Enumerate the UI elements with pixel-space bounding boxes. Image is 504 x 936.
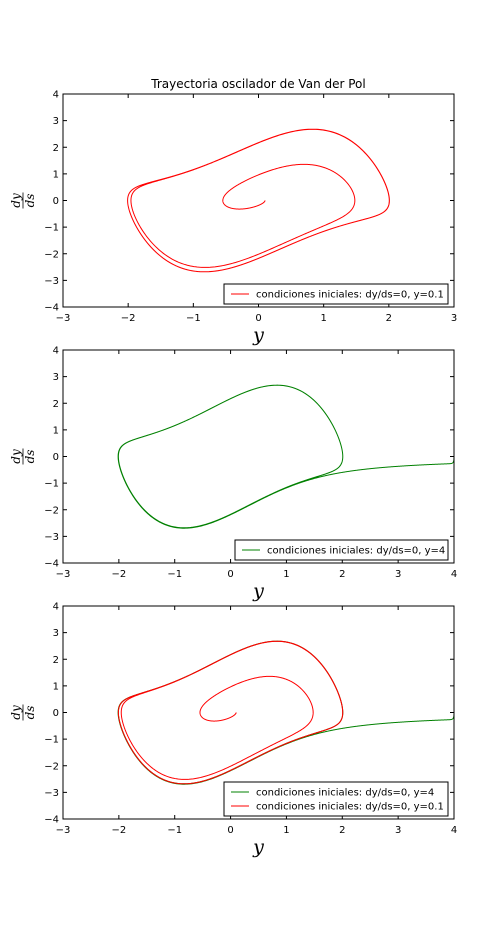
y-tick-label: 1 (53, 169, 59, 180)
y-axis-label: dy ds (9, 192, 37, 209)
y-tick-label: 0 (53, 452, 59, 463)
x-tick-label: 3 (395, 569, 401, 580)
y-tick-label: −4 (44, 559, 59, 570)
x-tick-label: −1 (186, 313, 201, 324)
x-axis-label: y (252, 836, 264, 858)
legend: condiciones iniciales: dy/ds=0, y=0.1 (223, 283, 449, 305)
legend-box (223, 283, 449, 305)
x-tick-label: 2 (386, 313, 392, 324)
y-tick-label: −1 (44, 223, 59, 234)
x-tick-label: 4 (451, 569, 457, 580)
y-tick-label: −1 (44, 479, 59, 490)
y-tick-label: 3 (53, 628, 59, 639)
x-tick-label: −3 (56, 825, 71, 836)
y-tick-label: −2 (44, 249, 59, 260)
y-tick-label: 2 (53, 399, 59, 410)
x-tick-label: 1 (320, 313, 326, 324)
y-tick-label: 1 (53, 425, 59, 436)
x-tick-label: 0 (227, 569, 233, 580)
y-label-numerator: dy (9, 449, 23, 464)
x-tick-label: 0 (227, 825, 233, 836)
y-axis-label: dy ds (9, 448, 37, 465)
y-tick-label: −4 (44, 303, 59, 314)
x-tick-label: 0 (255, 313, 261, 324)
y-tick-label: 4 (53, 346, 59, 357)
x-tick-label: −3 (56, 313, 71, 324)
x-tick-label: 3 (451, 313, 457, 324)
y-label-denominator: ds (23, 194, 37, 208)
legend-box (234, 539, 449, 561)
x-tick-label: −1 (167, 825, 182, 836)
y-label-numerator: dy (9, 193, 23, 208)
y-tick-label: −2 (44, 761, 59, 772)
plot-frame (62, 93, 455, 308)
y-tick-label: 0 (53, 196, 59, 207)
y-tick-label: 2 (53, 655, 59, 666)
legend: condiciones iniciales: dy/ds=0, y=4 (234, 539, 449, 561)
x-tick-label: −1 (167, 569, 182, 580)
x-tick-label: −2 (121, 313, 136, 324)
series-line-1 (127, 128, 390, 273)
y-label-denominator: ds (23, 706, 37, 720)
y-tick-label: 4 (53, 602, 59, 613)
series-line-2 (117, 640, 344, 785)
x-tick-label: 3 (395, 825, 401, 836)
y-axis-label: dy ds (9, 704, 37, 721)
y-tick-label: 3 (53, 116, 59, 127)
y-label-numerator: dy (9, 705, 23, 720)
legend: condiciones iniciales: dy/ds=0, y=4 condi… (223, 781, 449, 817)
x-tick-label: −2 (111, 569, 126, 580)
x-tick-label: 4 (451, 825, 457, 836)
y-tick-label: −3 (44, 788, 59, 799)
chart-title: Trayectoria oscilador de Van der Pol (150, 77, 365, 91)
y-tick-label: −4 (44, 815, 59, 826)
y-label-denominator: ds (23, 450, 37, 464)
series-line-1 (117, 384, 454, 529)
y-tick-label: −2 (44, 505, 59, 516)
legend-box (223, 781, 449, 817)
y-tick-label: −3 (44, 276, 59, 287)
x-axis-label: y (252, 580, 264, 602)
legend-entry: condiciones iniciales: dy/ds=0, y=0.1 (256, 290, 444, 301)
y-tick-label: −1 (44, 735, 59, 746)
x-axis-label: y (252, 324, 264, 346)
legend-entry: condiciones iniciales: dy/ds=0, y=0.1 (256, 802, 444, 813)
x-tick-label: 1 (283, 569, 289, 580)
legend-entry: condiciones iniciales: dy/ds=0, y=4 (256, 788, 434, 799)
y-tick-label: −3 (44, 532, 59, 543)
x-tick-label: 1 (283, 825, 289, 836)
series-line-1 (117, 640, 454, 785)
y-tick-label: 3 (53, 372, 59, 383)
y-tick-label: 2 (53, 143, 59, 154)
y-tick-label: 0 (53, 708, 59, 719)
x-tick-label: 2 (339, 569, 345, 580)
plot-frame (62, 349, 455, 564)
legend-entry: condiciones iniciales: dy/ds=0, y=4 (267, 546, 445, 557)
x-tick-label: −2 (111, 825, 126, 836)
y-tick-label: 1 (53, 681, 59, 692)
y-tick-label: 4 (53, 90, 59, 101)
x-tick-label: 2 (339, 825, 345, 836)
x-tick-label: −3 (56, 569, 71, 580)
